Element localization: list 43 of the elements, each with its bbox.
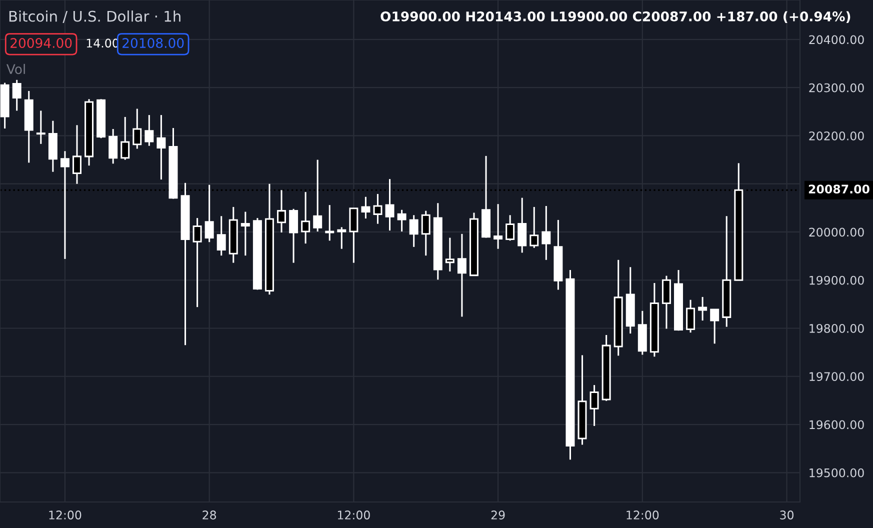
- candlestick: [698, 296, 708, 322]
- candlestick: [156, 114, 166, 180]
- candlestick: [192, 217, 202, 308]
- candlestick: [445, 237, 454, 272]
- candlestick: [722, 215, 732, 328]
- candlestick: [24, 90, 34, 164]
- y-tick-label: 19500.00: [810, 468, 864, 478]
- text: Bitcoin / U.S. Dollar · 1h: [9, 10, 180, 23]
- candlestick: [614, 259, 623, 356]
- ref-line-label: 20087.00: [808, 184, 870, 194]
- annotation: 20094.00: [10, 38, 72, 48]
- y-tick-label: 20400.00: [809, 35, 864, 44]
- candlestick: [373, 193, 382, 225]
- candlestick: [228, 206, 238, 264]
- x-tick-label: 30: [780, 510, 794, 520]
- candlestick: [385, 178, 394, 232]
- annotation: 20108.00: [122, 38, 184, 48]
- y-tick-label: 19800.00: [810, 324, 864, 333]
- y-tick-label: 19900.00: [810, 276, 864, 285]
- x-tick-label: 28: [202, 510, 216, 520]
- annotation: O19900.00 H20143.00 L19900.00 C20087.00 +187.00 (+0.94%): [380, 11, 850, 23]
- candlestick: [494, 203, 503, 250]
- candlestick: [72, 124, 82, 185]
- candlestick: [542, 205, 551, 261]
- candlestick: [180, 182, 190, 346]
- candlestick: [566, 269, 575, 460]
- candlestick: [36, 110, 46, 145]
- y-tick-label: 20200.00: [809, 131, 864, 140]
- x-tick-label: 12:00: [49, 510, 82, 520]
- y-tick-label: 19700.00: [810, 372, 864, 382]
- candlestick: [457, 233, 466, 318]
- candlestick: [325, 204, 334, 242]
- candlestick: [240, 211, 250, 256]
- y-tick-label: 20300.00: [809, 83, 864, 92]
- x-tick-label: 12:00: [626, 510, 659, 520]
- candlestick: [433, 202, 442, 280]
- candlestick: [48, 120, 58, 173]
- y-tick-label: 20000.00: [809, 228, 864, 237]
- x-tick-label: 29: [491, 510, 505, 520]
- candlestick: [554, 219, 563, 291]
- y-tick-label: 19600.00: [810, 420, 864, 430]
- annotation: Vol: [6, 64, 25, 74]
- x-tick-label: 12:00: [338, 510, 370, 520]
